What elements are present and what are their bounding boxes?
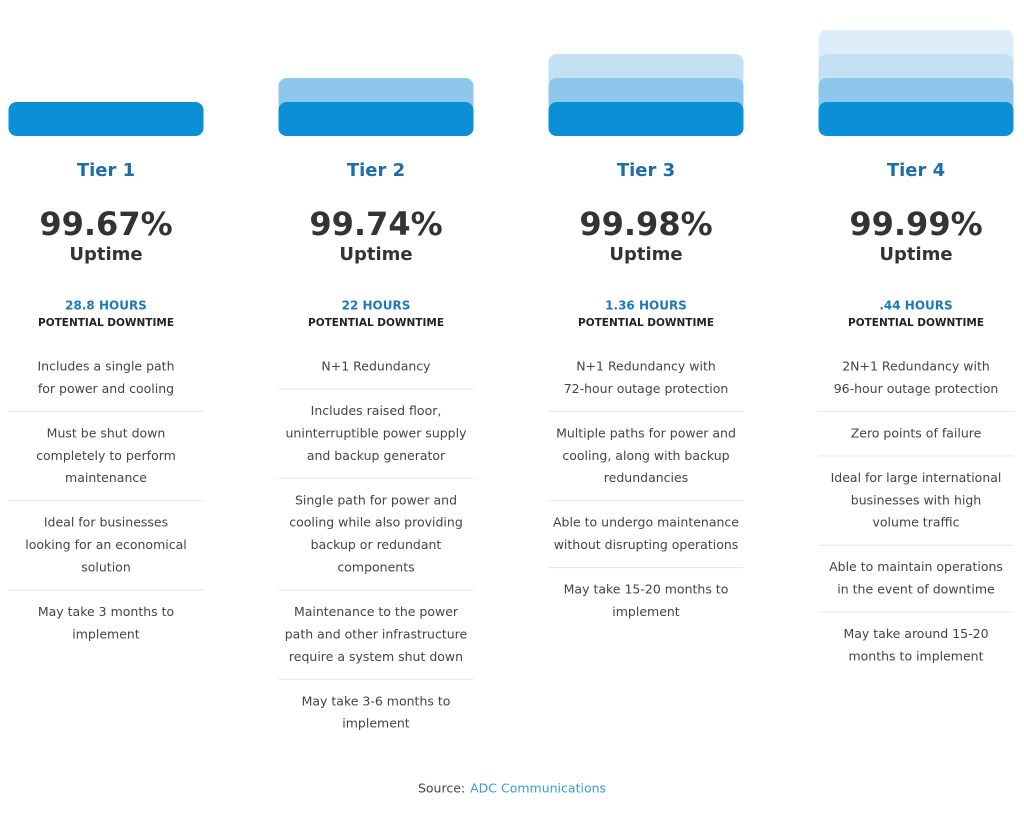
feature-line: May take 3 months to: [38, 604, 174, 619]
downtime-hours: 1.36 HOURS: [605, 299, 687, 313]
tier-name: Tier 4: [887, 160, 945, 181]
feature-line: Single path for power and: [295, 492, 457, 507]
feature-line: May take around 15-20: [843, 626, 988, 641]
feature-line: 2N+1 Redundancy with: [842, 359, 990, 374]
downtime-label: POTENTIAL DOWNTIME: [578, 317, 714, 329]
feature-line: N+1 Redundancy with: [576, 359, 716, 374]
uptime-label: Uptime: [339, 244, 412, 265]
feature-line: Multiple paths for power and: [556, 425, 736, 440]
tier-name: Tier 3: [617, 160, 675, 181]
feature-line: May take 15-20 months to: [564, 582, 729, 597]
feature-line: Includes a single path: [37, 359, 174, 374]
feature-line: Ideal for large international: [831, 470, 1002, 485]
uptime-percent: 99.67%: [39, 205, 172, 243]
feature-line: without disrupting operations: [554, 537, 739, 552]
feature-line: require a system shut down: [289, 649, 463, 664]
uptime-percent: 99.98%: [579, 205, 712, 243]
feature-line: components: [337, 560, 414, 575]
feature-line: Ideal for businesses: [44, 515, 168, 530]
feature-line: N+1 Redundancy: [321, 359, 431, 374]
downtime-label: POTENTIAL DOWNTIME: [38, 317, 174, 329]
uptime-label: Uptime: [609, 244, 682, 265]
feature-line: Includes raised floor,: [311, 403, 442, 418]
source-label: Source:: [418, 781, 465, 796]
feature-line: in the event of downtime: [837, 582, 995, 597]
downtime-hours: 22 HOURS: [342, 299, 411, 313]
feature-line: Maintenance to the power: [294, 604, 459, 619]
feature-line: months to implement: [848, 649, 983, 664]
feature-line: volume traffic: [873, 515, 960, 530]
tier-bar: [278, 102, 474, 136]
feature-line: implement: [72, 626, 140, 641]
downtime-hours: 28.8 HOURS: [65, 299, 147, 313]
feature-line: Zero points of failure: [851, 425, 982, 440]
downtime-label: POTENTIAL DOWNTIME: [308, 317, 444, 329]
feature-line: and backup generator: [307, 448, 446, 463]
feature-line: solution: [81, 560, 131, 575]
feature-line: maintenance: [65, 470, 147, 485]
feature-line: 96-hour outage protection: [834, 381, 999, 396]
uptime-percent: 99.74%: [309, 205, 442, 243]
feature-line: uninterruptible power supply: [286, 425, 468, 440]
feature-line: implement: [612, 604, 680, 619]
feature-line: redundancies: [604, 470, 688, 485]
feature-line: completely to perform: [36, 448, 176, 463]
tier-name: Tier 1: [77, 160, 135, 181]
uptime-label: Uptime: [879, 244, 952, 265]
feature-line: implement: [342, 716, 410, 731]
tier-name: Tier 2: [347, 160, 405, 181]
feature-line: cooling while also providing: [289, 515, 463, 530]
tier-bar: [548, 102, 744, 136]
feature-line: looking for an economical: [25, 537, 186, 552]
feature-line: Able to maintain operations: [829, 559, 1003, 574]
source-link[interactable]: ADC Communications: [470, 781, 606, 796]
feature-line: cooling, along with backup: [562, 448, 729, 463]
uptime-label: Uptime: [69, 244, 142, 265]
feature-line: for power and cooling: [38, 381, 174, 396]
tier-bar: [818, 102, 1014, 136]
feature-line: May take 3-6 months to: [302, 693, 451, 708]
downtime-hours: .44 HOURS: [879, 299, 952, 313]
tier-bar: [8, 102, 204, 136]
uptime-percent: 99.99%: [849, 205, 982, 243]
feature-line: 72-hour outage protection: [564, 381, 729, 396]
feature-line: backup or redundant: [311, 537, 442, 552]
feature-line: businesses with high: [851, 492, 981, 507]
feature-line: path and other infrastructure: [285, 626, 468, 641]
feature-line: Able to undergo maintenance: [553, 515, 739, 530]
feature-line: Must be shut down: [47, 425, 166, 440]
downtime-label: POTENTIAL DOWNTIME: [848, 317, 984, 329]
